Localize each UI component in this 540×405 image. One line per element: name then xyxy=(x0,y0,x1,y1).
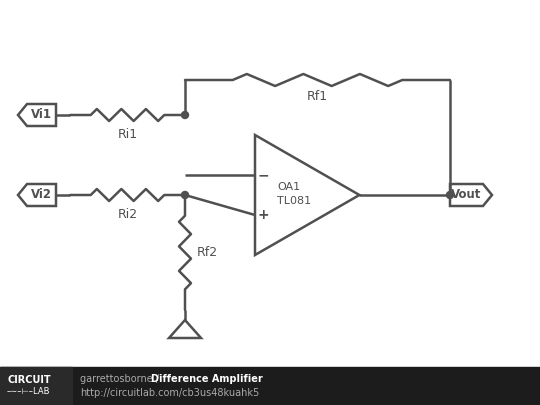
Text: Ri2: Ri2 xyxy=(117,208,138,221)
Text: garrettosborne /: garrettosborne / xyxy=(80,374,162,384)
Text: –∼–⊢–LAB: –∼–⊢–LAB xyxy=(7,388,51,396)
Circle shape xyxy=(181,192,188,198)
Text: Rf1: Rf1 xyxy=(307,90,328,103)
Text: Vout: Vout xyxy=(451,188,482,202)
Text: http://circuitlab.com/cb3us48kuahk5: http://circuitlab.com/cb3us48kuahk5 xyxy=(80,388,259,398)
Bar xyxy=(0,367,540,405)
Text: −: − xyxy=(257,168,269,182)
Text: Difference Amplifier: Difference Amplifier xyxy=(151,374,263,384)
Text: +: + xyxy=(257,208,269,222)
Text: OA1: OA1 xyxy=(277,182,300,192)
Circle shape xyxy=(447,192,454,198)
Text: Vi1: Vi1 xyxy=(30,109,51,122)
Text: TL081: TL081 xyxy=(277,196,311,206)
Circle shape xyxy=(181,111,188,119)
Text: Rf2: Rf2 xyxy=(197,246,218,259)
Text: Ri1: Ri1 xyxy=(117,128,138,141)
Text: CIRCUIT: CIRCUIT xyxy=(7,375,51,385)
Text: Vi2: Vi2 xyxy=(30,188,51,202)
Bar xyxy=(0,367,72,405)
